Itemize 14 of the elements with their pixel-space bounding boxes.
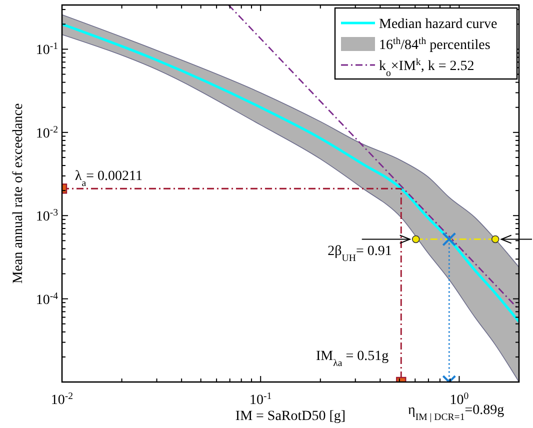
legend-label: Median hazard curve xyxy=(379,17,498,32)
x-axis-title: IM = SaRotD50 [g] xyxy=(235,409,346,424)
y-tick-label: 10$^{-1}$ xyxy=(36,40,58,58)
legend-label: k$_{o}$×IM$^{k}$, k = 2.52 xyxy=(379,56,474,78)
y-axis-title: Mean annual rate of exceedance xyxy=(11,103,26,284)
annotation: λ$_{a}$= 0.00211 xyxy=(75,169,143,188)
x-tick-label: 10$^{-2}$ xyxy=(50,390,74,408)
y-tick-label: 10$^{-4}$ xyxy=(36,290,58,308)
y-tick-label: 10$^{-3}$ xyxy=(36,207,58,225)
annotation: 2β$_{UH}$= 0.91 xyxy=(328,244,392,264)
annotation: 16$^{th}$/84$^{th}$ percentiles xyxy=(379,36,490,53)
x-tick-label: 10$^{-1}$ xyxy=(250,390,272,408)
y-tick-label: 10$^{-2}$ xyxy=(36,124,58,142)
annotation: IM$_{λa}$ = 0.51g xyxy=(316,349,389,368)
